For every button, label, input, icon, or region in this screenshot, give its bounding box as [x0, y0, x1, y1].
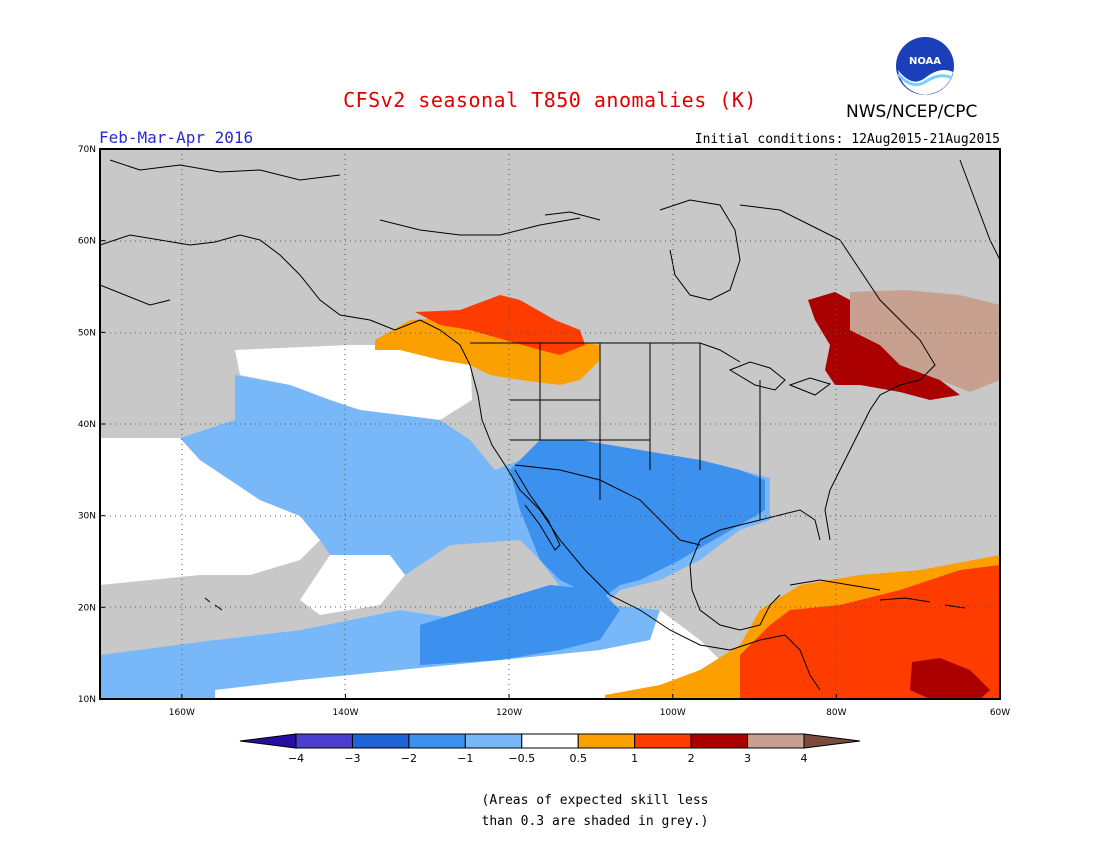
lon-tick-label: 60W: [990, 708, 1010, 718]
red-region-north: [415, 295, 585, 355]
colorbar-max-arrow: [803, 733, 861, 749]
colorbar-label: 2: [688, 752, 695, 765]
mediumblue-region: [510, 440, 765, 600]
darkred-region-east: [808, 292, 960, 400]
colorbar-label: 3: [744, 752, 751, 765]
orange-region-north: [375, 318, 600, 385]
colorbar-box: [690, 733, 749, 749]
colorbar-box: [295, 733, 353, 749]
period-label: Feb-Mar-Apr 2016: [99, 128, 254, 147]
colorbar-label: −4: [288, 752, 304, 765]
colorbar-label: 4: [801, 752, 808, 765]
lat-tick-labels: 10N 20N 30N 40N 50N 60N 70N: [78, 145, 105, 705]
lon-tick-label: 160W: [169, 708, 195, 718]
noaa-logo-icon: NOAA: [896, 37, 954, 95]
lat-tick-label: 50N: [78, 328, 96, 338]
anomaly-regions: [100, 290, 1000, 699]
mediumblue-region-2: [420, 585, 620, 665]
lat-tick-label: 20N: [78, 603, 96, 613]
colorbar-label: −0.5: [508, 752, 535, 765]
lat-tick-label: 60N: [78, 237, 96, 247]
lon-tick-label: 120W: [496, 708, 522, 718]
colorbar-box: [577, 733, 636, 749]
lon-tick-label: 100W: [660, 708, 686, 718]
colorbar-box: [351, 733, 410, 749]
lon-tick-label: 80W: [826, 708, 846, 718]
colorbar-box: [464, 733, 523, 749]
lat-tick-label: 70N: [78, 145, 96, 155]
colorbar-min-arrow: [239, 733, 297, 749]
colorbar-box: [634, 733, 692, 749]
initial-conditions-label: Initial conditions: 12Aug2015-21Aug2015: [694, 132, 1000, 147]
white-region-west: [100, 438, 320, 585]
graticule: [100, 149, 1000, 699]
agency-label: NWS/NCEP/CPC: [846, 102, 978, 122]
footnote-line-1: (Areas of expected skill less: [481, 793, 709, 808]
colorbar-label: −2: [401, 752, 417, 765]
white-region-mid: [300, 555, 405, 615]
colorbar-label: −3: [344, 752, 360, 765]
colorbar-label: 0.5: [569, 752, 587, 765]
pink-region-east: [850, 290, 1000, 392]
lon-tick-label: 140W: [332, 708, 358, 718]
darkred-region-caribbean: [910, 658, 990, 699]
colorbar-box: [408, 733, 466, 749]
colorbar: −4 −3 −2 −1 −0.5 0.5 1 2 3 4: [239, 733, 861, 765]
lat-tick-label: 10N: [78, 695, 96, 705]
footnote-line-2: than 0.3 are shaded in grey.): [481, 814, 709, 829]
colorbar-box: [521, 733, 579, 749]
colorbar-label: −1: [457, 752, 473, 765]
colorbar-label: 1: [631, 752, 638, 765]
white-region-pacific: [235, 345, 472, 420]
lat-tick-label: 30N: [78, 512, 96, 522]
footnote: (Areas of expected skill less than 0.3 a…: [0, 790, 1100, 832]
lon-tick-labels: 160W 140W 120W 100W 80W 60W: [169, 694, 1010, 718]
chart-title: CFSv2 seasonal T850 anomalies (K): [343, 88, 757, 112]
noaa-logo-text: NOAA: [909, 56, 941, 67]
lat-tick-label: 40N: [78, 420, 96, 430]
colorbar-box: [747, 733, 805, 749]
